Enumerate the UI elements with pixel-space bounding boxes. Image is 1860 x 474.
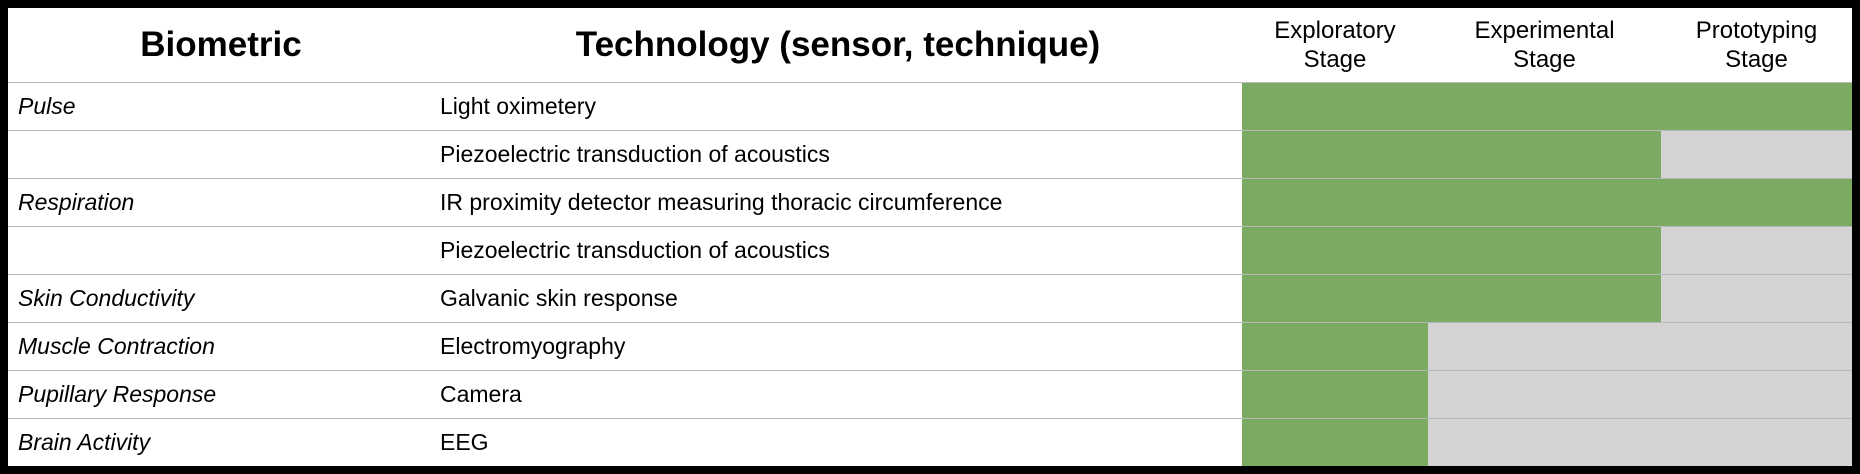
experimental-stage-cell (1428, 177, 1661, 226)
biometric-technology-table: Biometric Technology (sensor, technique)… (8, 8, 1852, 466)
prototyping-stage-cell (1661, 81, 1852, 130)
biometric-cell: Pulse (8, 81, 434, 130)
experimental-stage-cell (1428, 369, 1661, 418)
biometric-cell: Muscle Contraction (8, 321, 434, 370)
table-body: Pulse Light oximetery Piezoelectric transd… (8, 81, 1852, 466)
experimental-stage-cell (1428, 417, 1661, 466)
stage-label-line1: Experimental (1474, 16, 1615, 44)
header-row: Biometric Technology (sensor, technique)… (8, 8, 1852, 83)
header-biometric: Biometric (8, 8, 434, 83)
prototyping-stage-cell (1661, 273, 1852, 322)
experimental-stage-cell (1428, 81, 1661, 130)
header-experimental-stage: Experimental Stage (1428, 8, 1661, 83)
experimental-stage-cell (1428, 273, 1661, 322)
prototyping-stage-cell (1661, 129, 1852, 178)
exploratory-stage-cell (1242, 177, 1428, 226)
biometric-cell: Respiration (8, 177, 434, 226)
technology-cell: Galvanic skin response (434, 273, 1242, 322)
experimental-stage-cell (1428, 321, 1661, 370)
technology-cell: Electromyography (434, 321, 1242, 370)
table-row: Piezoelectric transduction of acoustics (8, 129, 1852, 178)
experimental-stage-cell (1428, 225, 1661, 274)
exploratory-stage-cell (1242, 129, 1428, 178)
biometric-cell: Pupillary Response (8, 369, 434, 418)
table-row: Muscle Contraction Electromyography (8, 321, 1852, 370)
prototyping-stage-cell (1661, 369, 1852, 418)
prototyping-stage-cell (1661, 417, 1852, 466)
exploratory-stage-cell (1242, 417, 1428, 466)
stage-label-line2: Stage (1303, 45, 1367, 73)
stage-label-line1: Exploratory (1274, 16, 1396, 44)
biometric-cell (8, 225, 434, 274)
exploratory-stage-cell (1242, 81, 1428, 130)
biometric-cell: Brain Activity (8, 417, 434, 466)
technology-cell: IR proximity detector measuring thoracic… (434, 177, 1242, 226)
table-row: Piezoelectric transduction of acoustics (8, 225, 1852, 274)
experimental-stage-cell (1428, 129, 1661, 178)
header-exploratory-stage: Exploratory Stage (1242, 8, 1428, 83)
biometric-cell (8, 129, 434, 178)
table-row: Pulse Light oximetery (8, 81, 1852, 130)
table-row: Skin Conductivity Galvanic skin response (8, 273, 1852, 322)
table-row: Brain Activity EEG (8, 417, 1852, 466)
stage-label-line2: Stage (1513, 45, 1576, 73)
technology-cell: Piezoelectric transduction of acoustics (434, 129, 1242, 178)
table-row: Respiration IR proximity detector measuri… (8, 177, 1852, 226)
prototyping-stage-cell (1661, 225, 1852, 274)
exploratory-stage-cell (1242, 369, 1428, 418)
exploratory-stage-cell (1242, 273, 1428, 322)
technology-cell: Piezoelectric transduction of acoustics (434, 225, 1242, 274)
exploratory-stage-cell (1242, 321, 1428, 370)
table-frame: Biometric Technology (sensor, technique)… (8, 8, 1852, 466)
biometric-cell: Skin Conductivity (8, 273, 434, 322)
technology-cell: Camera (434, 369, 1242, 418)
stage-label-line2: Stage (1725, 45, 1788, 73)
header-technology: Technology (sensor, technique) (434, 8, 1242, 83)
prototyping-stage-cell (1661, 177, 1852, 226)
stage-label-line1: Prototyping (1695, 16, 1818, 44)
technology-cell: EEG (434, 417, 1242, 466)
exploratory-stage-cell (1242, 225, 1428, 274)
prototyping-stage-cell (1661, 321, 1852, 370)
table-row: Pupillary Response Camera (8, 369, 1852, 418)
header-prototyping-stage: Prototyping Stage (1661, 8, 1852, 83)
technology-cell: Light oximetery (434, 81, 1242, 130)
